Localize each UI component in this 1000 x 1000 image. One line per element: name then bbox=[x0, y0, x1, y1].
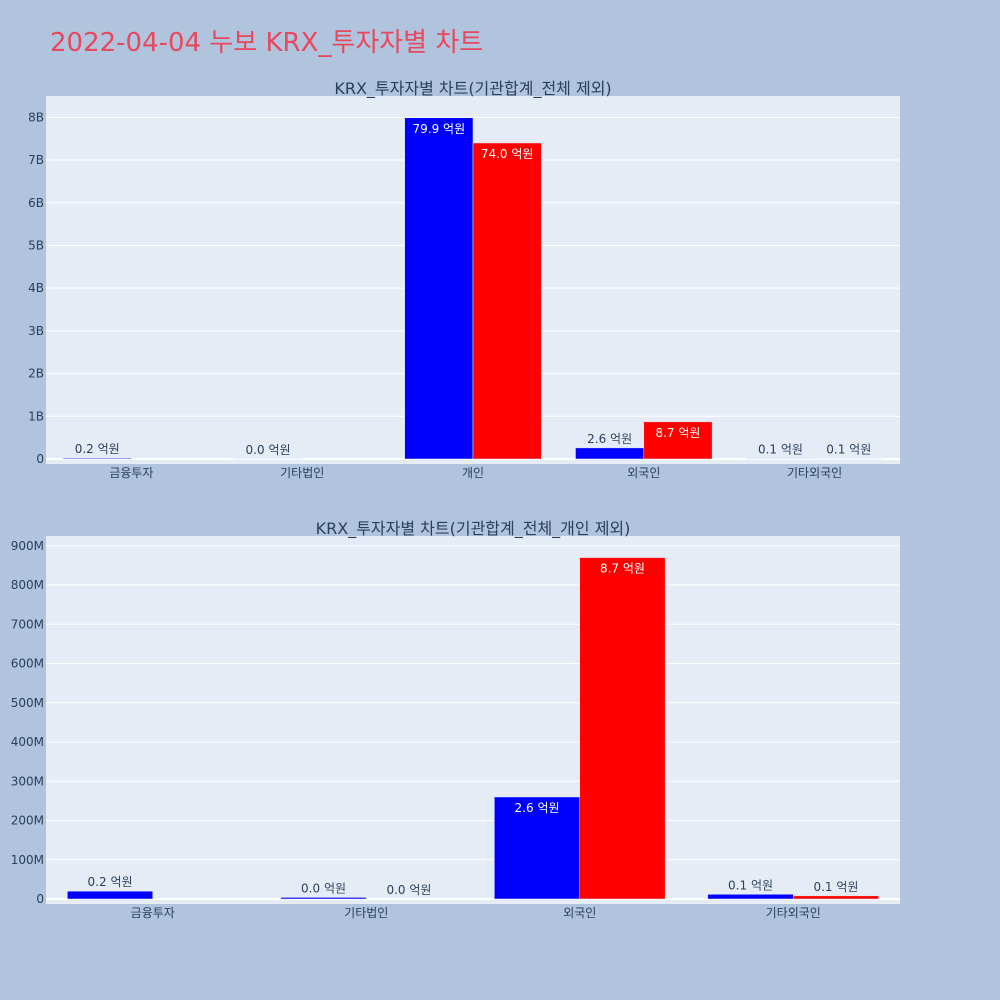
y-tick-label: 0 bbox=[36, 892, 44, 906]
plot-area bbox=[46, 536, 900, 904]
y-tick-label: 7B bbox=[28, 153, 44, 167]
x-tick-label: 기타법인 bbox=[344, 906, 388, 920]
y-tick-label: 700M bbox=[11, 617, 44, 631]
bar-label: 0.0 억원 bbox=[301, 881, 346, 895]
bar bbox=[472, 142, 542, 460]
y-tick-label: 2B bbox=[28, 367, 44, 381]
bar-label: 0.1 억원 bbox=[813, 880, 858, 894]
y-tick-label: 0 bbox=[36, 452, 44, 466]
bar bbox=[67, 890, 153, 900]
y-tick-label: 600M bbox=[11, 657, 44, 671]
bar-label: 74.0 억원 bbox=[481, 147, 534, 161]
chart-1: 0 1B 2B 3B 4B 5B 6B 7B 8B KRX_투자자별 차트(기관합계_전체 제외)… bbox=[28, 79, 900, 480]
bar bbox=[62, 457, 132, 460]
y-tick-label: 4B bbox=[28, 281, 44, 295]
x-tick-label: 기타외국인 bbox=[787, 466, 842, 480]
bar bbox=[643, 421, 713, 460]
x-tick-label: 외국인 bbox=[627, 466, 660, 480]
y-tick-label: 8B bbox=[28, 110, 44, 124]
bar bbox=[280, 897, 367, 900]
x-tick-label: 외국인 bbox=[563, 906, 596, 920]
bar-label: 0.1 억원 bbox=[758, 442, 803, 456]
bar bbox=[746, 458, 815, 460]
bar bbox=[707, 894, 794, 900]
bar-label: 8.7 억원 bbox=[655, 426, 700, 440]
bar-label: 2.6 억원 bbox=[515, 801, 560, 815]
y-tick-label: 5B bbox=[28, 238, 44, 252]
y-tick-label: 6B bbox=[28, 196, 44, 210]
y-tick-label: 200M bbox=[11, 814, 44, 828]
bar-label: 0.1 억원 bbox=[826, 443, 871, 457]
bar bbox=[579, 557, 666, 900]
x-tick-label: 금융투자 bbox=[131, 906, 175, 920]
chart-title: KRX_투자자별 차트(기관합계_전체_개인 제외) bbox=[316, 519, 631, 539]
y-tick-label: 400M bbox=[11, 735, 44, 749]
y-tick-label: 100M bbox=[11, 853, 44, 867]
bar-label: 0.0 억원 bbox=[246, 443, 291, 457]
bar bbox=[793, 895, 879, 900]
y-tick-label: 500M bbox=[11, 696, 44, 710]
x-tick-label: 기타외국인 bbox=[766, 906, 821, 920]
y-tick-label: 1B bbox=[28, 409, 44, 423]
bar bbox=[494, 796, 581, 900]
x-tick-label: 금융투자 bbox=[109, 466, 153, 480]
y-tick-label: 800M bbox=[11, 578, 44, 592]
y-tick-label: 900M bbox=[11, 539, 44, 553]
bar-label: 0.2 억원 bbox=[75, 442, 120, 456]
bar-label: 8.7 억원 bbox=[600, 562, 645, 576]
bar bbox=[575, 447, 645, 460]
bar-label: 0.1 억원 bbox=[728, 878, 773, 892]
bar-label: 79.9 억원 bbox=[413, 122, 466, 136]
bar-label: 2.6 억원 bbox=[587, 432, 632, 446]
bar bbox=[404, 117, 474, 460]
chart-2: 0 100M 200M 300M 400M 500M 600M 700M 800M 900M KRX… bbox=[11, 519, 900, 920]
y-tick-label: 300M bbox=[11, 774, 44, 788]
bar-label: 0.0 억원 bbox=[386, 883, 431, 897]
bar-label: 0.2 억원 bbox=[88, 875, 133, 889]
chart-title: KRX_투자자별 차트(기관합계_전체 제외) bbox=[334, 79, 611, 99]
page-title: 2022-04-04 누보 KRX_투자자별 차트 bbox=[50, 28, 484, 58]
y-tick-label: 3B bbox=[28, 324, 44, 338]
x-tick-label: 개인 bbox=[462, 466, 484, 480]
x-tick-label: 기타법인 bbox=[280, 466, 324, 480]
